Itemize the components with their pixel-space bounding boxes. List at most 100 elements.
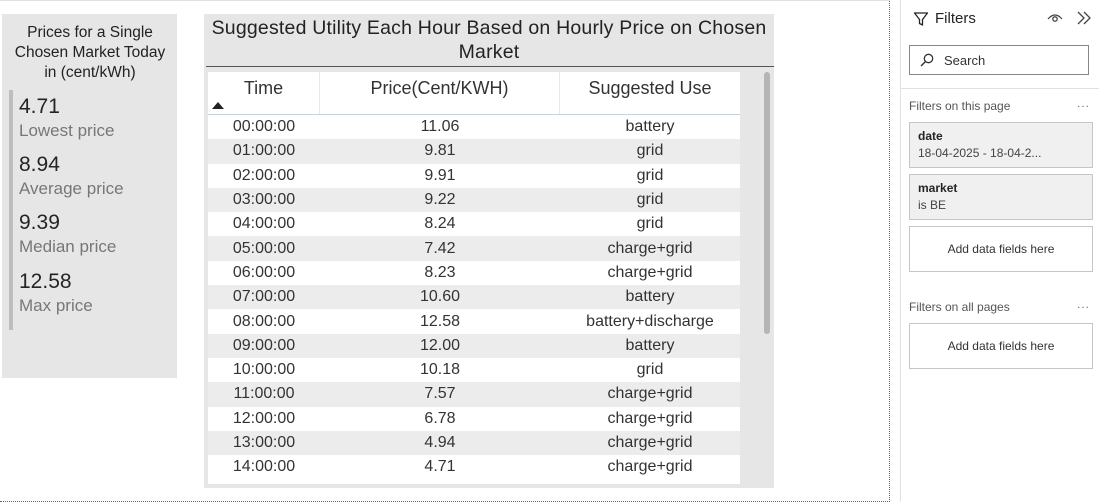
filters-on-page-label: Filters on this page — [909, 99, 1011, 113]
kpi-value: 12.58 — [19, 270, 72, 293]
cell-price: 6.78 — [424, 409, 456, 427]
cell-price: 7.42 — [424, 239, 456, 257]
cell-suggested-use: grid — [636, 191, 664, 209]
cell-price: 10.60 — [419, 288, 461, 306]
filters-header: Filters — [913, 10, 976, 27]
table-row[interactable]: 02:00:00 9.91 grid — [208, 164, 740, 188]
price-kpi-card[interactable]: Prices for a Single Chosen Market Today … — [2, 14, 177, 378]
table-scrollbar[interactable] — [764, 72, 770, 334]
cell-suggested-use: charge+grid — [607, 409, 693, 427]
table-rows: 00:00:00 11.06 battery 01:00:00 9.81 grid 02:0… — [208, 114, 740, 479]
table-row[interactable]: 07:00:00 10.60 battery — [208, 285, 740, 310]
kpi-value: 8.94 — [19, 153, 60, 176]
cell-suggested-use: grid — [636, 166, 664, 184]
filter-card-value: is BE — [918, 198, 947, 212]
column-header-suggested-use[interactable]: Suggested Use — [560, 72, 740, 114]
cell-price: 9.81 — [424, 142, 456, 160]
sort-ascending-icon[interactable] — [212, 102, 224, 109]
filter-funnel-icon — [913, 11, 929, 26]
table-row[interactable]: 06:00:00 8.23 charge+grid — [208, 261, 740, 285]
cell-suggested-use: battery — [625, 118, 675, 136]
table-header-row: Time Price(Cent/KWH) Suggested Use — [208, 72, 740, 114]
column-header-time[interactable]: Time — [208, 72, 320, 114]
table-row[interactable]: 03:00:00 9.22 grid — [208, 187, 740, 213]
pane-divider — [901, 88, 1099, 89]
table-row[interactable]: 00:00:00 11.06 battery — [208, 115, 740, 139]
filter-card-market[interactable]: market is BE — [909, 174, 1093, 220]
kpi-lowest-price: 4.71 Lowest price — [19, 94, 114, 142]
cell-time: 00:00:00 — [232, 118, 296, 136]
kpi-accent-bar — [9, 90, 13, 330]
cell-time: 12:00:00 — [232, 409, 296, 427]
kpi-label: Max price — [19, 296, 93, 315]
filters-search-input[interactable]: Search — [909, 45, 1089, 75]
cell-price: 4.71 — [424, 458, 456, 476]
kpi-value: 4.71 — [19, 95, 60, 118]
filter-card-name: date — [918, 129, 943, 143]
more-options-icon[interactable]: ... — [1077, 96, 1091, 110]
table-row[interactable]: 05:00:00 7.42 charge+grid — [208, 236, 740, 261]
table-row[interactable]: 10:00:00 10.18 grid — [208, 358, 740, 382]
filter-card-date[interactable]: date 18-04-2025 - 18-04-2... — [909, 122, 1093, 168]
cell-time: 02:00:00 — [232, 166, 296, 184]
add-data-fields-all-dropzone[interactable]: Add data fields here — [909, 323, 1093, 369]
filters-on-all-pages-label: Filters on all pages — [909, 300, 1010, 314]
table-row[interactable]: 12:00:00 6.78 charge+grid — [208, 407, 740, 431]
title-divider — [206, 66, 774, 67]
cell-price: 12.58 — [419, 312, 461, 330]
table-row[interactable]: 09:00:00 12.00 battery — [208, 333, 740, 358]
cell-price: 7.57 — [424, 385, 456, 403]
cell-price: 9.91 — [424, 166, 456, 184]
kpi-label: Lowest price — [19, 121, 115, 140]
table-title: Suggested Utility Each Hour Based on Hou… — [211, 17, 767, 63]
cell-price: 8.23 — [424, 263, 456, 281]
add-data-fields-page-dropzone[interactable]: Add data fields here — [909, 226, 1093, 272]
filter-card-name: market — [918, 181, 958, 195]
report-canvas: Prices for a Single Chosen Market Today … — [0, 0, 890, 502]
cell-time: 14:00:00 — [232, 458, 296, 476]
table-row[interactable]: 13:00:00 4.94 charge+grid — [208, 430, 740, 456]
collapse-pane-icon[interactable] — [1076, 11, 1092, 25]
search-placeholder: Search — [944, 52, 986, 68]
cell-price: 10.18 — [419, 361, 461, 379]
kpi-value: 9.39 — [19, 211, 60, 234]
filters-title: Filters — [935, 10, 976, 27]
table-row[interactable]: 11:00:00 7.57 charge+grid — [208, 382, 740, 407]
table-row[interactable]: 14:00:00 4.71 charge+grid — [208, 455, 740, 479]
cell-time: 11:00:00 — [233, 385, 295, 403]
cell-time: 07:00:00 — [232, 288, 296, 306]
column-header-label: Time — [243, 78, 284, 98]
cell-suggested-use: charge+grid — [607, 434, 693, 451]
column-header-price[interactable]: Price(Cent/KWH) — [320, 72, 560, 114]
cell-price: 4.94 — [424, 434, 456, 451]
cell-price: 8.24 — [424, 215, 456, 233]
cell-time: 03:00:00 — [232, 191, 296, 209]
cell-suggested-use: battery — [625, 336, 675, 354]
cell-suggested-use: grid — [636, 215, 664, 233]
table-row[interactable]: 01:00:00 9.81 grid — [208, 139, 740, 164]
cell-price: 12.00 — [419, 336, 461, 354]
cell-suggested-use: charge+grid — [607, 385, 693, 403]
cell-suggested-use: grid — [636, 142, 664, 160]
filter-card-value: 18-04-2025 - 18-04-2... — [918, 146, 1042, 160]
cell-time: 04:00:00 — [232, 215, 296, 233]
kpi-max-price: 12.58 Max price — [19, 269, 93, 317]
hourly-utility-table-visual[interactable]: Suggested Utility Each Hour Based on Hou… — [204, 14, 774, 488]
table-body-area: Time Price(Cent/KWH) Suggested Use 00:00… — [208, 72, 740, 484]
search-icon — [920, 53, 934, 67]
kpi-label: Average price — [19, 179, 124, 198]
column-header-label: Price(Cent/KWH) — [370, 78, 509, 98]
column-header-label: Suggested Use — [588, 78, 712, 98]
table-row[interactable]: 04:00:00 8.24 grid — [208, 212, 740, 236]
table-row[interactable]: 08:00:00 12.58 battery+discharge — [208, 309, 740, 333]
filters-pane: Filters Search Filters on this page ... … — [900, 0, 1099, 502]
cell-time: 10:00:00 — [232, 361, 296, 379]
kpi-card-title: Prices for a Single Chosen Market Today … — [14, 24, 166, 81]
cell-suggested-use: grid — [636, 361, 664, 379]
cell-time: 09:00:00 — [232, 336, 296, 354]
cell-suggested-use: charge+grid — [607, 239, 693, 257]
cell-time: 01:00:00 — [232, 142, 296, 160]
more-options-icon[interactable]: ... — [1077, 297, 1091, 311]
eye-icon[interactable] — [1047, 12, 1063, 24]
cell-suggested-use: charge+grid — [607, 263, 693, 281]
